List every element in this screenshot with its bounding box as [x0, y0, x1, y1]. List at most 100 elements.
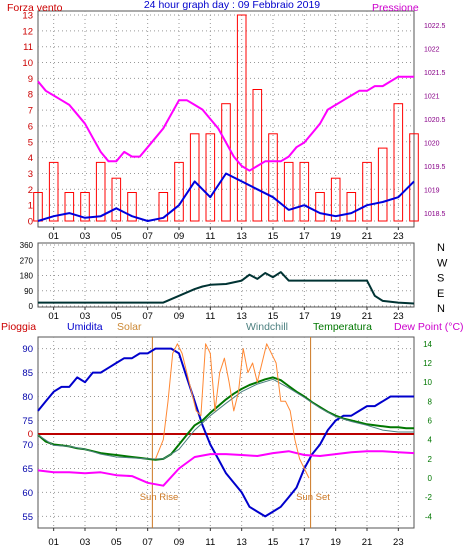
panel3-yright-tick: 4 [428, 436, 433, 445]
legend-umidita: Umidita [67, 321, 103, 333]
rain-zero-label: 0 [28, 429, 33, 440]
panel2-yleft-tick: 360 [20, 241, 34, 250]
panel3-xtick-label: 01 [48, 537, 59, 548]
panel3-yright-tick: 12 [423, 359, 432, 368]
panel1-yleft-tick: 11 [23, 42, 33, 53]
panel1-xtick-label: 19 [330, 231, 341, 242]
panel3-yright-tick: 6 [428, 417, 433, 426]
panel1-right-label: Pressione [372, 2, 419, 14]
wind-speed-line [37, 172, 415, 222]
panel1-yleft-tick: 13 [22, 11, 33, 22]
gust-bar [315, 192, 325, 222]
panel2-xtick-label: 01 [48, 311, 59, 322]
panel1-xtick-label: 03 [80, 231, 91, 242]
panel3-yleft-tick: 80 [22, 392, 33, 403]
panel1-yright-tick: 1020 [424, 140, 440, 147]
gust-bar [236, 14, 247, 222]
panel3-xtick-label: 07 [142, 537, 153, 548]
panel2-xtick-label: 09 [174, 311, 185, 322]
wind-direction-line [38, 271, 415, 305]
panel2-xtick-label: 03 [80, 311, 91, 322]
panel3-yleft-tick: 85 [22, 368, 33, 379]
windchill-line [37, 378, 414, 460]
gust-bar [127, 192, 137, 222]
gust-bar [409, 133, 419, 222]
panel3-yleft-tick: 70 [22, 440, 33, 451]
legend-temperatura: Temperatura [313, 321, 372, 333]
gust-bar [377, 147, 388, 222]
panel1-xtick-label: 13 [236, 231, 247, 242]
humidity-line [37, 347, 414, 518]
panel1-xtick-label: 09 [174, 231, 185, 242]
panel3-yright-tick: 14 [423, 340, 432, 349]
panel3-yright-tick: 0 [428, 474, 433, 483]
panel1-yleft-tick: 10 [22, 58, 33, 69]
panel1-yright-tick: 1021 [424, 94, 440, 101]
panel1-left-label: Forza vento [7, 2, 63, 14]
gust-bar [111, 177, 122, 222]
panel1-yleft-tick: 8 [28, 90, 33, 101]
panel3-xtick-label: 13 [236, 537, 247, 548]
panel1-yright-tick: 1018.5 [424, 211, 446, 218]
panel2-compass-label: N [437, 242, 445, 254]
legend-windchill: Windchill [246, 321, 288, 333]
gust-bar [252, 89, 263, 222]
temperature-line [37, 376, 414, 461]
panel1-xtick-label: 23 [393, 231, 404, 242]
panel1-yleft-tick: 5 [28, 137, 33, 148]
panel3-xtick-label: 19 [330, 537, 341, 548]
gust-bar [346, 192, 357, 222]
legend-solar: Solar [117, 321, 142, 333]
gust-bar [268, 133, 278, 222]
panel2-xtick-label: 23 [393, 311, 404, 322]
panel1-xtick-label: 05 [111, 231, 122, 242]
panel2-xtick-label: 05 [111, 311, 122, 322]
panel1-yleft-tick: 12 [22, 26, 33, 37]
panel1-yright-tick: 1022.5 [424, 23, 446, 30]
panel1-xtick-label: 01 [48, 231, 59, 242]
panel2-compass-label: S [437, 273, 444, 285]
panel2-compass-label: E [437, 288, 444, 300]
panel2-compass-label: W [437, 257, 448, 269]
panel1-yright-tick: 1021.5 [424, 70, 446, 77]
panel3-yright-tick: -4 [425, 512, 433, 521]
panel3-xtick-label: 09 [174, 537, 185, 548]
panel3-yleft-tick: 60 [22, 488, 33, 499]
panel1-yright-tick: 1022 [424, 47, 440, 54]
panel2-yleft-tick: 0 [29, 302, 34, 311]
panel3-xtick-label: 05 [111, 537, 122, 548]
panel3-yleft-tick: 75 [22, 416, 33, 427]
legend-dewpoint: Dew Point (°C) [394, 321, 464, 333]
panel1-yleft-tick: 4 [28, 153, 33, 164]
panel3-xtick-label: 15 [268, 537, 279, 548]
sunrise-label: Sun Rise [140, 492, 179, 503]
gust-bar [221, 103, 231, 222]
legend-pioggia: Pioggia [1, 321, 36, 333]
gust-bar [299, 161, 310, 222]
panel1-yright-tick: 1020.5 [424, 117, 446, 124]
gust-bar [283, 161, 294, 222]
panel2-yleft-tick: 180 [20, 272, 34, 281]
panel2-xtick-label: 07 [142, 311, 153, 322]
panel3-xtick-label: 03 [80, 537, 91, 548]
panel1-title: 24 hour graph day : 09 Febbraio 2019 [144, 0, 320, 11]
panel3-yright-tick: 2 [428, 455, 433, 464]
gust-bar [64, 192, 75, 222]
panel1-yleft-tick: 6 [28, 121, 33, 132]
gust-bar [95, 161, 106, 222]
dewpoint-line [37, 450, 415, 487]
panel2-xtick-label: 19 [330, 311, 341, 322]
panel1-yleft-tick: 1 [28, 201, 33, 212]
gust-bar [174, 161, 184, 222]
gust-bar [158, 192, 169, 222]
solar-line [155, 343, 310, 479]
panel1-xtick-label: 15 [268, 231, 279, 242]
panel1-yleft-tick: 7 [28, 106, 33, 117]
gust-bar [48, 161, 59, 222]
panel1-yright-tick: 1019.5 [424, 164, 446, 171]
gust-bar [189, 133, 200, 222]
panel3-yright-tick: -2 [425, 493, 433, 502]
panel1-yright-tick: 1019 [424, 187, 440, 194]
